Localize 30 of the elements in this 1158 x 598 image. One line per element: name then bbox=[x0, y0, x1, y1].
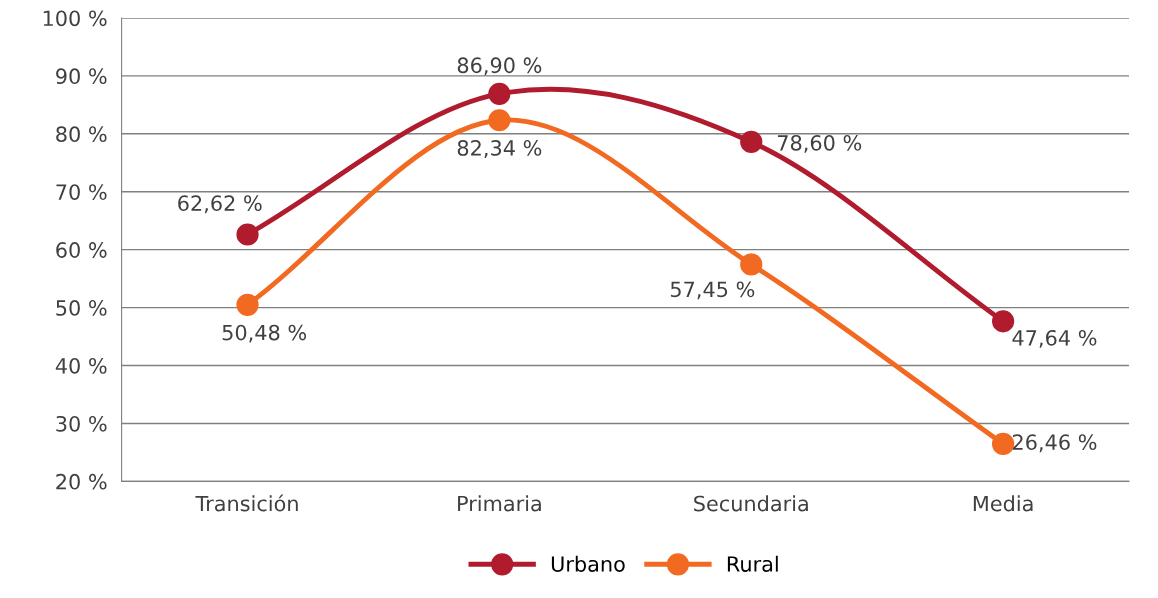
x-tick-label: Media bbox=[973, 495, 1033, 512]
data-label: 47,64 % bbox=[1012, 329, 1097, 348]
data-label: 82,34 % bbox=[457, 140, 542, 158]
x-tick-label: Transición bbox=[195, 494, 298, 512]
y-tick-label: 50 % bbox=[56, 300, 107, 316]
point bbox=[236, 223, 259, 246]
point bbox=[740, 130, 763, 154]
y-tick-label: 30 % bbox=[56, 415, 107, 432]
y-tick-label: 40 % bbox=[55, 357, 107, 374]
x-tick-label: Primaria bbox=[458, 495, 541, 512]
point bbox=[992, 432, 1015, 456]
x-tick-label: Secundaria bbox=[694, 495, 808, 512]
data-label: 86,90 % bbox=[457, 57, 542, 76]
point bbox=[740, 253, 763, 276]
y-tick-label: 80 % bbox=[56, 126, 107, 143]
y-tick-label: 70 % bbox=[56, 184, 107, 200]
data-label: 62,62 % bbox=[178, 195, 262, 214]
y-tick-label: 90 % bbox=[56, 68, 107, 85]
data-label: 57,45 % bbox=[670, 281, 755, 300]
legend-label: Rural bbox=[727, 555, 778, 572]
point bbox=[236, 293, 259, 316]
data-label: 50,48 % bbox=[222, 324, 307, 343]
y-tick-label: 100 % bbox=[43, 10, 107, 27]
y-tick-label: 20 % bbox=[56, 473, 107, 490]
point bbox=[488, 82, 511, 105]
legend-label: Urbano bbox=[551, 555, 625, 572]
point bbox=[488, 109, 511, 132]
data-label: 26,46 % bbox=[1012, 434, 1097, 453]
y-tick-label: 60 % bbox=[56, 242, 107, 258]
data-label: 78,60 % bbox=[777, 134, 862, 153]
